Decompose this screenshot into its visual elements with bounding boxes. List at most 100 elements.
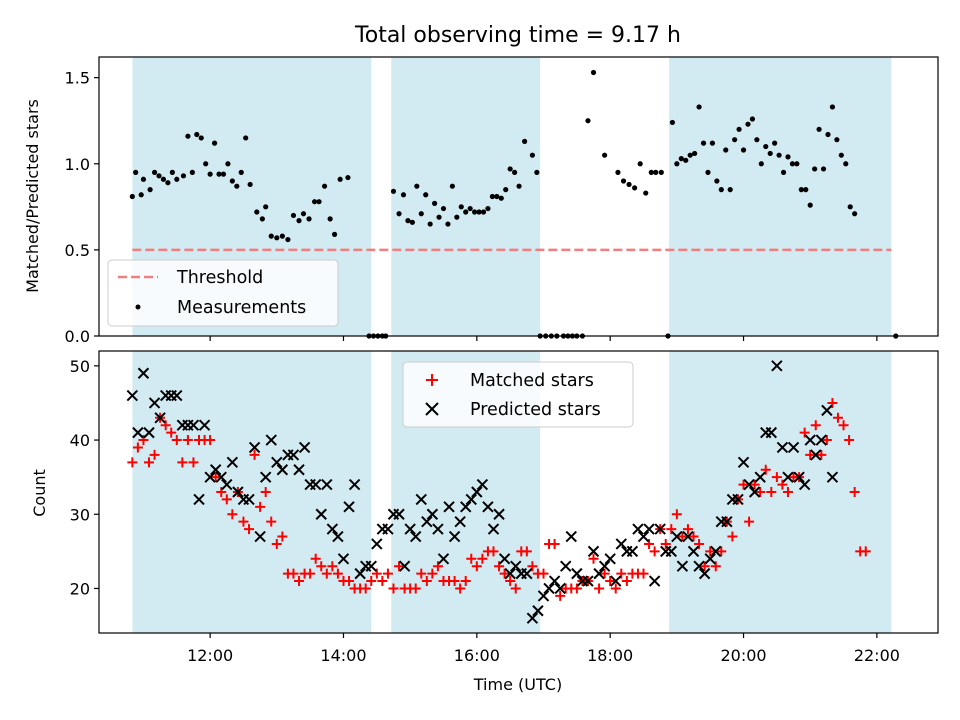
matched-point bbox=[205, 435, 216, 446]
bottom-observing-windows bbox=[132, 351, 892, 633]
measurement-point bbox=[285, 236, 291, 243]
x-axis-label: Time (UTC) bbox=[473, 675, 562, 694]
measurement-point bbox=[798, 187, 804, 193]
measurement-point bbox=[306, 216, 312, 222]
measurement-point bbox=[449, 183, 455, 189]
matched-point bbox=[766, 487, 777, 497]
measurement-point bbox=[516, 183, 522, 189]
measurement-point bbox=[427, 221, 433, 227]
predicted-point bbox=[204, 471, 216, 483]
measurement-point bbox=[632, 185, 638, 191]
predicted-point bbox=[787, 441, 800, 454]
matched-point bbox=[527, 561, 538, 572]
measurement-point bbox=[709, 140, 716, 146]
predicted-point bbox=[382, 523, 394, 535]
measurement-point bbox=[311, 199, 318, 205]
matched-point bbox=[360, 583, 371, 594]
predicted-point bbox=[732, 493, 744, 506]
matched-point bbox=[571, 583, 582, 594]
matched-point bbox=[421, 576, 432, 587]
matched-point bbox=[449, 576, 460, 587]
top-legend: Threshold Measurements bbox=[107, 259, 339, 327]
predicted-point bbox=[209, 464, 222, 476]
measurement-point bbox=[637, 161, 643, 167]
measurement-point bbox=[803, 187, 809, 193]
bottom-y-axis-label: Count bbox=[30, 469, 49, 517]
bottom-x-ticks: 12:00 14:00 16:00 18:00 20:00 22:00 bbox=[187, 633, 900, 665]
matched-point bbox=[188, 457, 199, 468]
measurements-legend-swatch bbox=[135, 304, 141, 310]
predicted-point bbox=[743, 478, 755, 491]
predicted-point bbox=[482, 501, 494, 513]
matched-point bbox=[305, 568, 316, 579]
predicted-point bbox=[265, 434, 277, 446]
measurement-point bbox=[472, 209, 478, 215]
matched-point bbox=[277, 531, 288, 542]
predicted-point bbox=[415, 493, 427, 506]
predicted-point bbox=[754, 471, 766, 483]
bottom-y-ticks: 20 30 40 50 bbox=[70, 357, 99, 598]
measurement-point bbox=[390, 188, 397, 194]
matched-point bbox=[705, 546, 716, 557]
predicted-point bbox=[321, 478, 333, 491]
predicted-point bbox=[471, 486, 483, 498]
matched-point bbox=[816, 449, 827, 460]
matched-point bbox=[216, 487, 227, 497]
measurement-point bbox=[825, 131, 831, 138]
matched-point bbox=[660, 538, 671, 549]
measurement-point bbox=[683, 157, 689, 163]
matched-point bbox=[671, 509, 682, 520]
matched-point bbox=[182, 435, 193, 446]
matched-point bbox=[744, 516, 755, 527]
measurement-point bbox=[138, 192, 144, 198]
matched-point bbox=[266, 516, 277, 527]
matched-point bbox=[844, 435, 855, 446]
figure-title: Total observing time = 9.17 h bbox=[354, 23, 681, 48]
matched-point bbox=[738, 479, 749, 490]
measurement-point bbox=[423, 192, 429, 198]
matched-legend-label: Matched stars bbox=[470, 371, 594, 391]
measurement-point bbox=[243, 135, 249, 141]
measurement-point bbox=[754, 137, 760, 143]
predicted-point bbox=[632, 523, 644, 535]
matched-point bbox=[221, 494, 232, 505]
matched-point bbox=[760, 464, 771, 475]
predicted-point bbox=[376, 523, 389, 535]
x-tick-label: 12:00 bbox=[187, 646, 233, 665]
matched-point bbox=[771, 472, 782, 483]
predicted-point bbox=[765, 426, 778, 439]
measurement-point bbox=[749, 116, 756, 122]
measurement-point bbox=[723, 147, 729, 153]
matched-point bbox=[710, 561, 721, 572]
matched-point bbox=[555, 590, 566, 601]
predicted-point bbox=[532, 605, 544, 617]
matched-point bbox=[832, 412, 843, 423]
measurement-point bbox=[316, 199, 322, 205]
matched-point bbox=[777, 479, 788, 490]
x-tick-label: 20:00 bbox=[720, 646, 766, 665]
matched-point bbox=[599, 568, 610, 579]
measurement-point bbox=[220, 171, 227, 177]
measurement-point bbox=[445, 221, 451, 227]
measurement-point bbox=[485, 205, 491, 212]
predicted-point bbox=[598, 560, 611, 572]
predicted-point bbox=[226, 456, 239, 469]
measurement-point bbox=[147, 187, 153, 193]
top-y-ticks: 0.0 0.5 1.0 1.5 bbox=[65, 69, 99, 346]
measurement-point bbox=[620, 178, 627, 184]
matched-point bbox=[782, 487, 793, 497]
matched-point bbox=[344, 576, 355, 587]
measurement-point bbox=[648, 169, 654, 175]
predicted-point bbox=[571, 567, 583, 580]
matched-point bbox=[799, 427, 810, 438]
matched-point bbox=[682, 524, 693, 535]
predicted-point bbox=[582, 575, 594, 587]
x-tick-label: 18:00 bbox=[587, 646, 633, 665]
predicted-point bbox=[332, 530, 344, 543]
measurement-point bbox=[405, 218, 411, 224]
matched-point bbox=[432, 561, 443, 572]
predicted-point bbox=[654, 523, 666, 535]
measurement-point bbox=[229, 178, 235, 184]
measurement-point bbox=[732, 137, 738, 143]
